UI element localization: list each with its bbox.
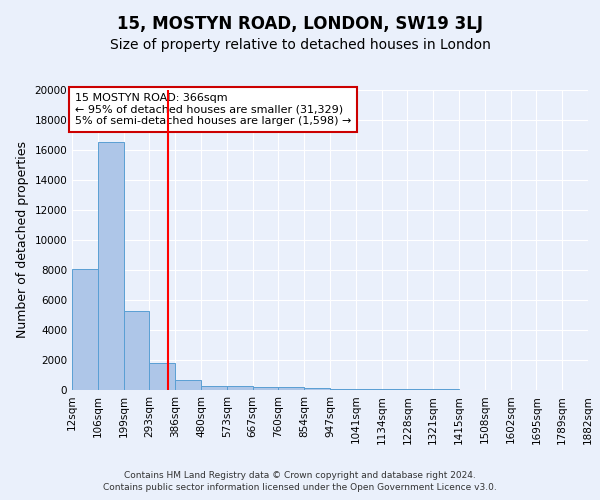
- Text: 15, MOSTYN ROAD, LONDON, SW19 3LJ: 15, MOSTYN ROAD, LONDON, SW19 3LJ: [117, 15, 483, 33]
- Bar: [382, 389, 407, 390]
- Bar: [407, 389, 433, 390]
- Text: Contains public sector information licensed under the Open Government Licence v3: Contains public sector information licen…: [103, 484, 497, 492]
- Bar: [227, 386, 253, 390]
- Text: 15 MOSTYN ROAD: 366sqm
← 95% of detached houses are smaller (31,329)
5% of semi-: 15 MOSTYN ROAD: 366sqm ← 95% of detached…: [74, 93, 351, 126]
- Bar: [253, 387, 278, 390]
- Bar: [149, 363, 175, 390]
- Bar: [278, 388, 304, 390]
- Y-axis label: Number of detached properties: Number of detached properties: [16, 142, 29, 338]
- Bar: [330, 388, 356, 390]
- Bar: [98, 142, 124, 390]
- Bar: [201, 386, 227, 390]
- Text: Size of property relative to detached houses in London: Size of property relative to detached ho…: [110, 38, 490, 52]
- Text: Contains HM Land Registry data © Crown copyright and database right 2024.: Contains HM Land Registry data © Crown c…: [124, 471, 476, 480]
- Bar: [124, 310, 149, 390]
- Bar: [304, 388, 330, 390]
- Bar: [175, 380, 201, 390]
- Bar: [72, 268, 98, 390]
- Bar: [356, 389, 382, 390]
